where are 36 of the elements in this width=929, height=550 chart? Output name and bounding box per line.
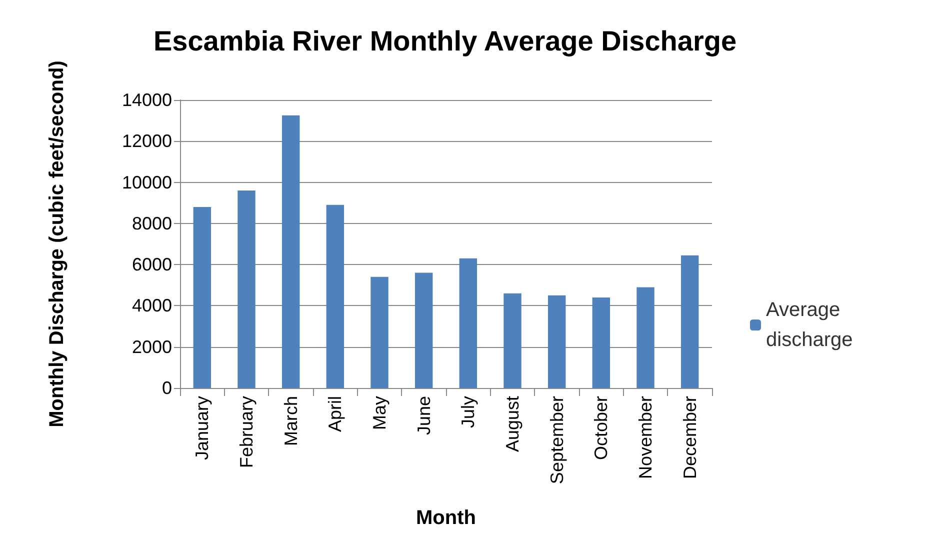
bar	[414, 272, 433, 388]
bar	[548, 295, 566, 388]
x-tick-label: December	[680, 396, 700, 480]
bar	[326, 204, 344, 388]
x-tick-label: May	[370, 396, 390, 430]
x-tick-label: April	[325, 396, 346, 432]
bar	[238, 190, 256, 388]
x-tick-label: February	[236, 396, 256, 468]
bar	[193, 206, 212, 388]
bar	[370, 276, 388, 388]
chart-title: Escambia River Monthly Average Discharge	[153, 26, 737, 56]
x-tick-label: January	[192, 396, 212, 460]
y-tick-label: 14000	[122, 90, 172, 110]
x-tick-label: November	[636, 396, 656, 480]
bar	[504, 293, 522, 388]
y-tick-label: 6000	[132, 254, 172, 275]
bar	[680, 255, 699, 388]
y-axis-title: Monthly Discharge (cubic feet/second)	[46, 60, 68, 428]
y-tick-label: 12000	[122, 131, 172, 152]
x-tick-label: August	[502, 396, 522, 452]
x-tick-label: September	[546, 396, 567, 484]
y-tick-label: 0	[162, 378, 172, 398]
x-tick-label: March	[280, 396, 301, 446]
y-tick-label: 4000	[132, 296, 172, 316]
x-tick-label: July	[458, 396, 478, 428]
y-tick-label: 8000	[132, 213, 172, 234]
bar	[459, 258, 478, 388]
bar	[282, 115, 300, 388]
x-axis-title: Month	[416, 507, 476, 529]
bar	[592, 297, 610, 388]
bar	[636, 287, 654, 388]
x-tick-label: October	[591, 396, 612, 460]
x-tick-label: June	[414, 396, 434, 436]
y-tick-label: 10000	[122, 172, 172, 192]
legend-label: Average discharge	[766, 299, 853, 351]
y-tick-label: 2000	[132, 336, 172, 357]
